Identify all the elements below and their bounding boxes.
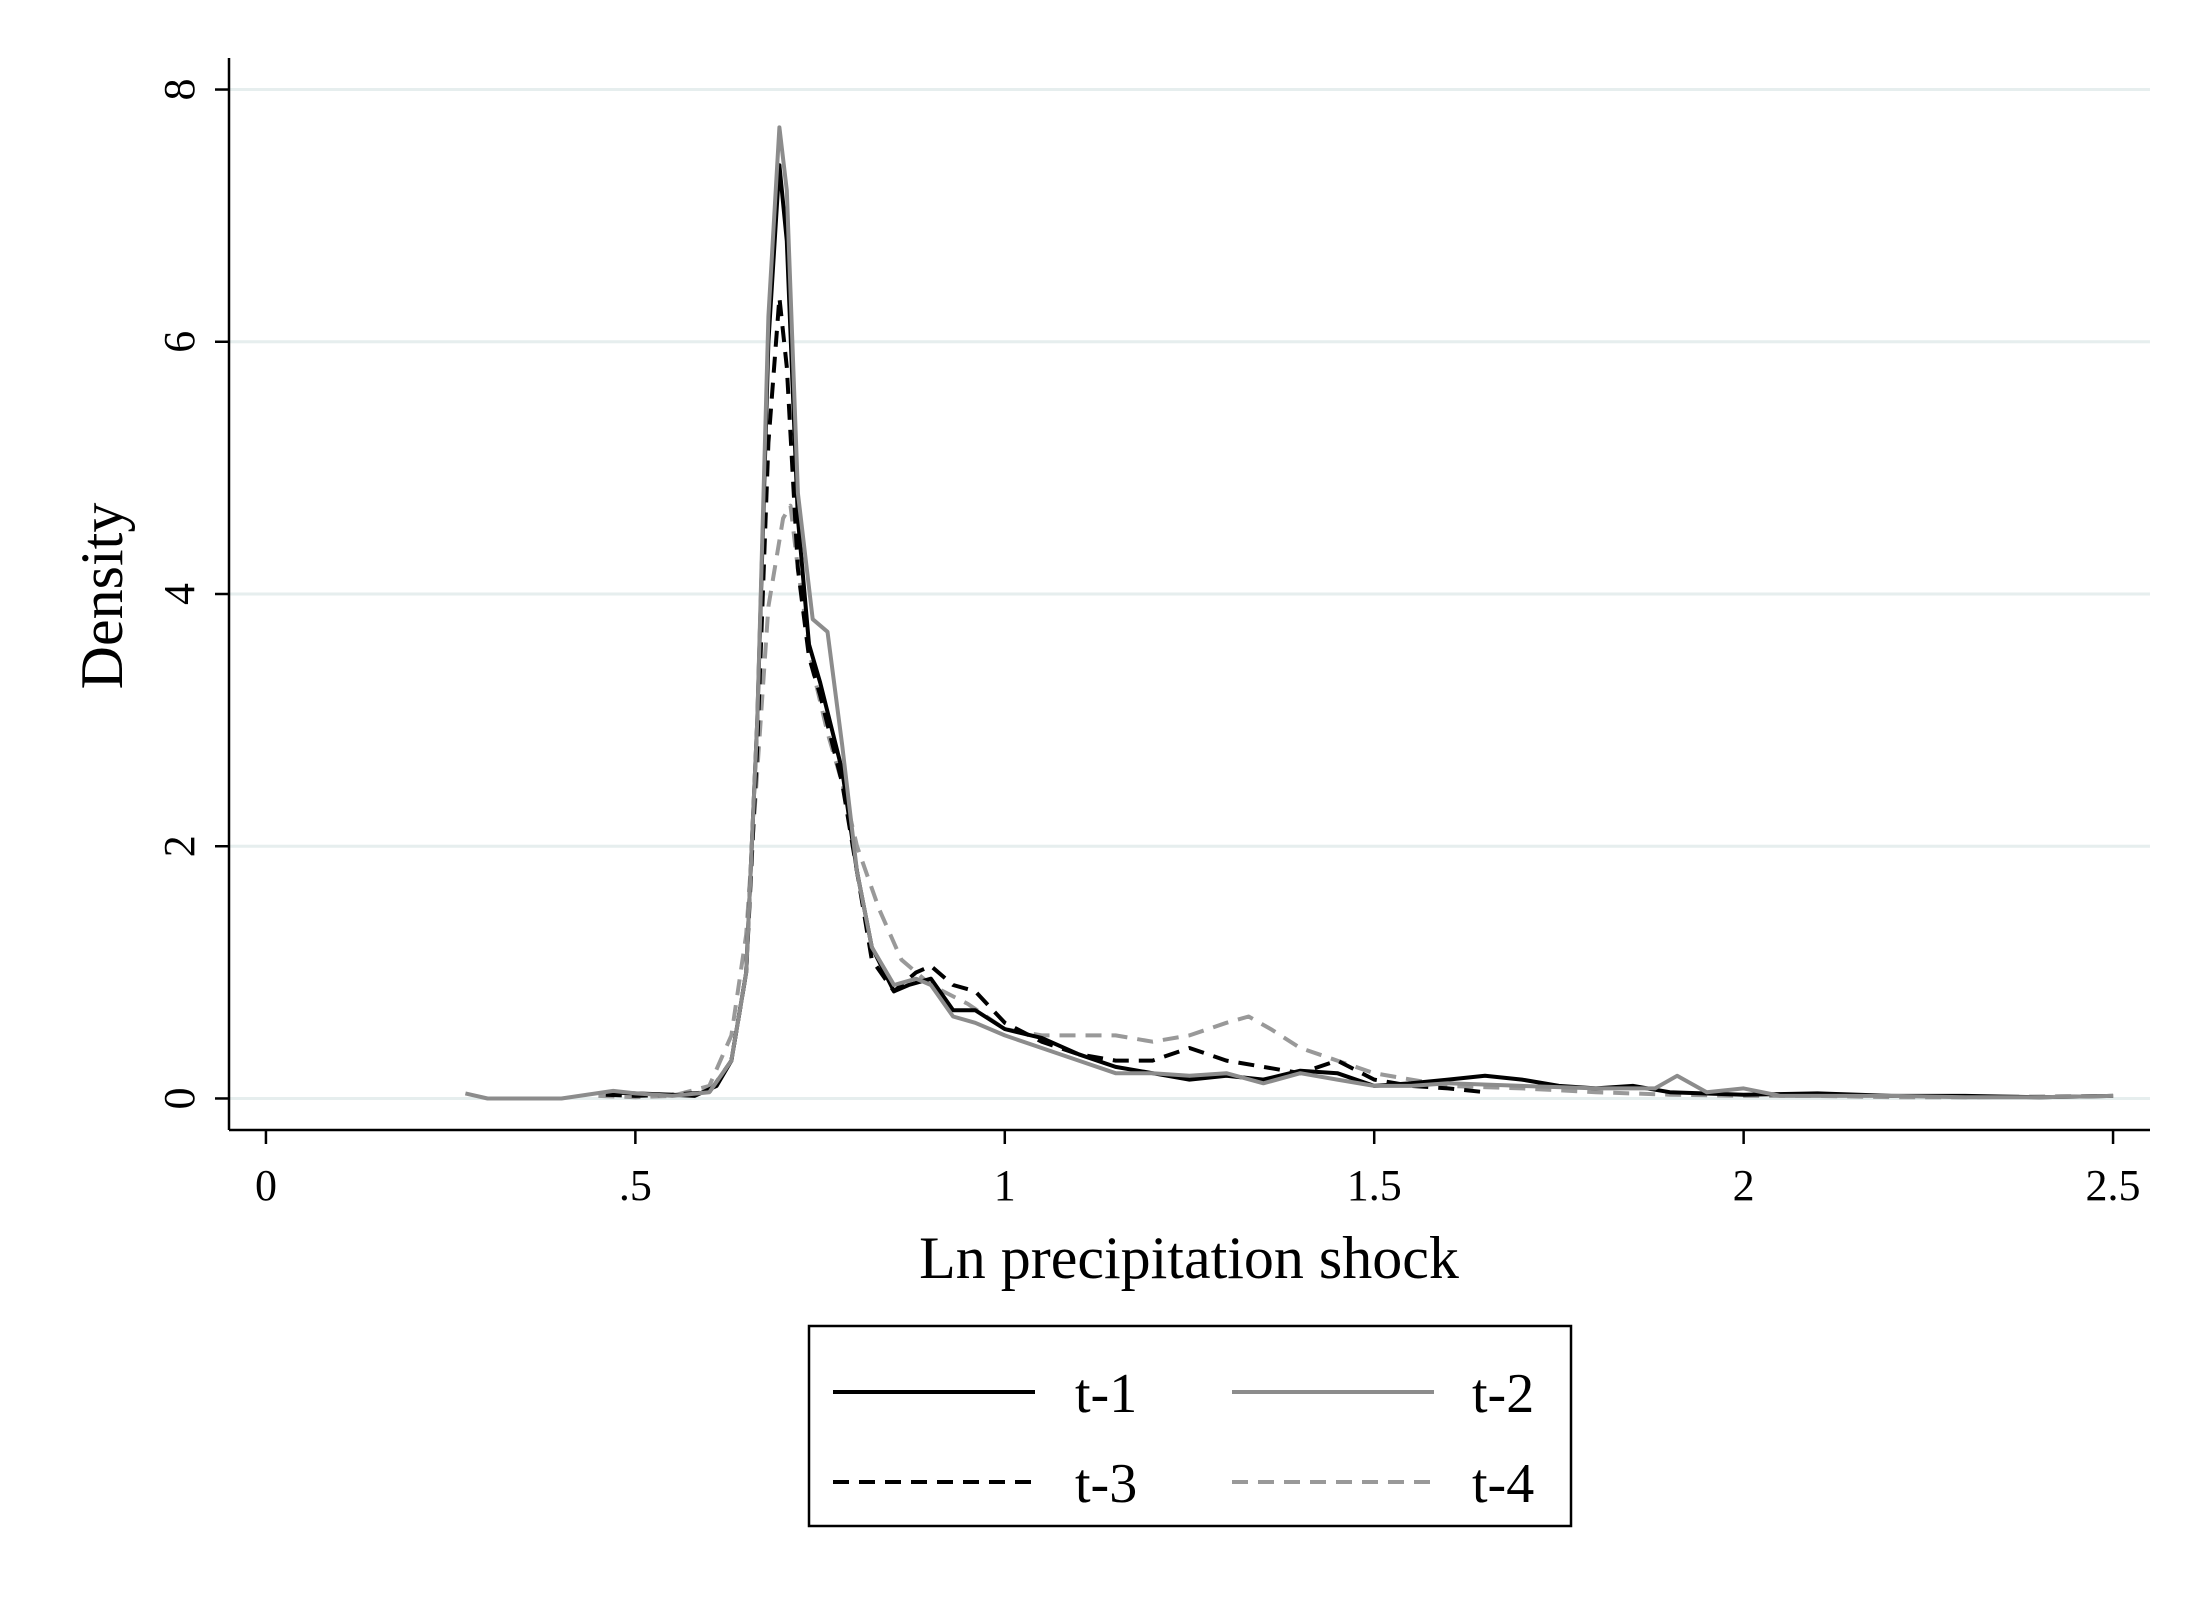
legend-box	[807, 1324, 1573, 1528]
y-tick-label: 0	[155, 1087, 204, 1109]
y-tick-label: 6	[155, 331, 204, 353]
legend-label-t-3: t-3	[1075, 1453, 1137, 1515]
legend: t-1 t-2 t-3 t-4	[807, 1324, 1573, 1528]
series-line-t-2	[464, 125, 2114, 1101]
series-line-t-3	[605, 295, 1486, 1098]
y-tick-label: 2	[155, 835, 204, 857]
x-tick-label: .5	[619, 1161, 652, 1210]
y-tick-label: 4	[155, 583, 204, 605]
legend-label-t-4: t-4	[1472, 1453, 1534, 1515]
series-line-t-4	[598, 503, 2114, 1100]
y-tick-label: 8	[155, 79, 204, 101]
legend-label-t-1: t-1	[1075, 1363, 1137, 1425]
ticks: 0 2 4 6 8 0 .5 1 1.5 2 2.5	[155, 79, 2141, 1210]
legend-label-t-2: t-2	[1472, 1363, 1534, 1425]
x-axis-title: Ln precipitation shock	[919, 1225, 1459, 1291]
legend-items: t-1 t-2 t-3 t-4	[833, 1363, 1534, 1515]
x-tick-label: 2	[1733, 1161, 1755, 1210]
gridlines	[229, 88, 2150, 1100]
y-axis-title: Density	[69, 503, 135, 690]
x-tick-label: 1	[994, 1161, 1016, 1210]
series-line-t-1	[605, 163, 2114, 1100]
x-tick-label: 2.5	[2086, 1161, 2141, 1210]
x-tick-label: 1.5	[1347, 1161, 1402, 1210]
x-tick-label: 0	[255, 1161, 277, 1210]
series-lines	[464, 125, 2114, 1101]
